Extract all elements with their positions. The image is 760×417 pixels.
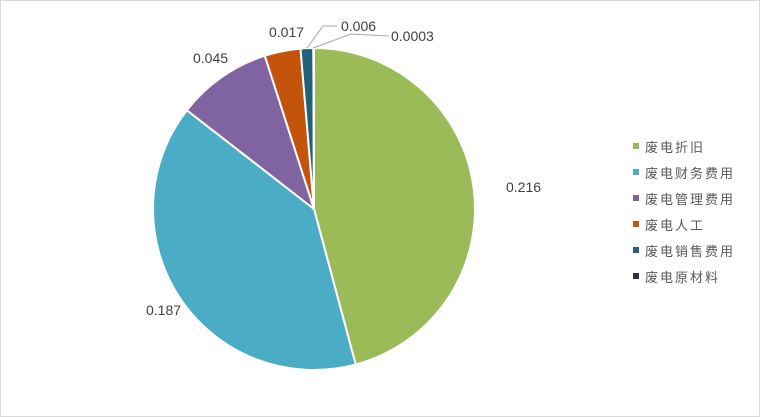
legend-item: 废电财务费用 (633, 159, 735, 185)
pie-slice-2 (185, 54, 316, 212)
legend-label: 废电管理费用 (645, 192, 736, 208)
legend-label: 废电销售费用 (645, 244, 736, 260)
legend-swatch (633, 273, 639, 279)
leader-line (306, 25, 337, 49)
legend-item: 废电管理费用 (633, 185, 735, 211)
legend-item: 废电人工 (633, 211, 735, 237)
data-label: 0.187 (146, 302, 181, 318)
legend-swatch (633, 221, 639, 227)
legend-swatch (633, 247, 639, 253)
data-label: 0.017 (269, 24, 304, 40)
legend-label: 废电财务费用 (645, 166, 736, 182)
legend-swatch (633, 143, 639, 149)
legend-label: 废电原材料 (645, 270, 721, 286)
data-label: 0.006 (341, 18, 376, 34)
legend-item: 废电折旧 (633, 133, 735, 159)
leader-line (312, 33, 390, 49)
legend-swatch (633, 195, 639, 201)
data-label: 0.0003 (391, 28, 434, 44)
pie-slice-1 (152, 108, 357, 371)
legend-label: 废电折旧 (645, 140, 706, 156)
pie-slice-5 (312, 46, 315, 210)
data-label: 0.216 (506, 179, 541, 195)
legend-item: 废电原材料 (633, 263, 735, 289)
legend-swatch (633, 169, 639, 175)
legend-label: 废电人工 (645, 218, 706, 234)
legend: 废电折旧废电财务费用 废电管理费用 废电人工废电销售费用 废电原材料 (633, 133, 735, 289)
legend-item: 废电销售费用 (633, 237, 735, 263)
pie-slice-0 (313, 46, 476, 366)
data-label: 0.045 (193, 50, 228, 66)
